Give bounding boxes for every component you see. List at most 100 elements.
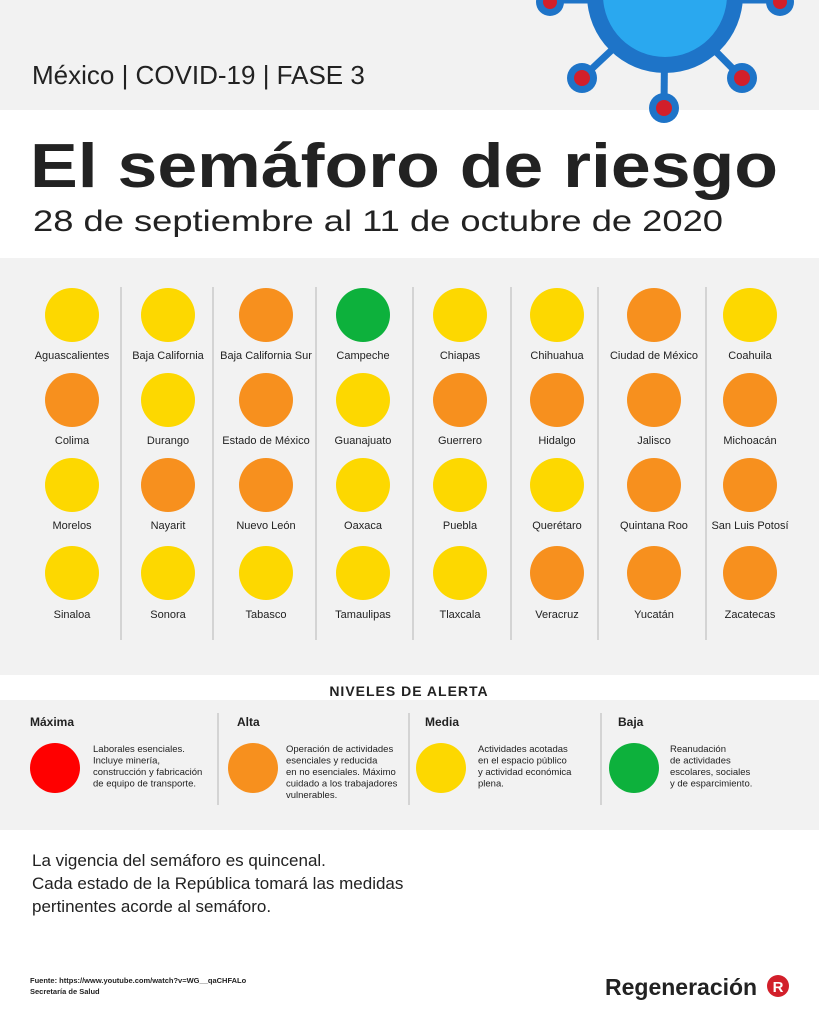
- state-name: Jalisco: [637, 435, 671, 447]
- state-light: [141, 288, 195, 342]
- state-name: Ciudad de México: [610, 350, 698, 362]
- level-name: Media: [425, 715, 459, 729]
- state-light: [141, 546, 195, 600]
- state-name: Veracruz: [535, 609, 578, 621]
- state-light: [723, 546, 777, 600]
- level-description: construcción y fabricación: [93, 767, 202, 778]
- state-light: [45, 373, 99, 427]
- brand-badge: [767, 975, 789, 997]
- state-light: [433, 546, 487, 600]
- state-name: Puebla: [443, 520, 478, 532]
- state-light: [627, 546, 681, 600]
- level-description: esenciales y reducida: [286, 756, 378, 767]
- state-light: [433, 373, 487, 427]
- state-light: [141, 373, 195, 427]
- level-description: cuidado a los trabajadores: [286, 779, 398, 790]
- state-name: Sinaloa: [54, 609, 92, 621]
- state-light: [627, 373, 681, 427]
- state-light: [723, 288, 777, 342]
- level-name: Alta: [237, 715, 260, 729]
- state-name: Tlaxcala: [440, 609, 482, 621]
- virus-icon: [536, 0, 794, 123]
- state-name: Sonora: [150, 609, 186, 621]
- state-name: Michoacán: [723, 435, 776, 447]
- state-name: Guanajuato: [335, 435, 392, 447]
- state-name: Durango: [147, 435, 189, 447]
- level-name: Baja: [618, 715, 644, 729]
- state-light: [239, 373, 293, 427]
- brand-mark: R: [773, 979, 784, 996]
- level-description: Actividades acotadas: [478, 744, 568, 755]
- state-name: Estado de México: [222, 435, 309, 447]
- state-name: Guerrero: [438, 435, 482, 447]
- level-description: Operación de actividades: [286, 744, 393, 755]
- level-description: y de esparcimiento.: [670, 779, 752, 790]
- state-name: Coahuila: [728, 350, 772, 362]
- state-name: Querétaro: [532, 520, 582, 532]
- level-light: [609, 743, 659, 793]
- state-light: [433, 288, 487, 342]
- state-name: Yucatán: [634, 609, 674, 621]
- state-light: [627, 288, 681, 342]
- level-light: [416, 743, 466, 793]
- level-description: escolares, sociales: [670, 767, 751, 778]
- level-light: [30, 743, 80, 793]
- state-name: Nayarit: [151, 520, 186, 532]
- source-line: Secretaría de Salud: [30, 987, 100, 996]
- state-light: [627, 458, 681, 512]
- state-name: Campeche: [336, 350, 389, 362]
- level-description: vulnerables.: [286, 790, 337, 801]
- state-light: [336, 458, 390, 512]
- level-description: Laborales esenciales.: [93, 744, 185, 755]
- level-name: Máxima: [30, 715, 74, 729]
- state-light: [530, 546, 584, 600]
- brand: Regeneración: [605, 974, 757, 1000]
- state-name: Chihuahua: [530, 350, 584, 362]
- level-description: de equipo de transporte.: [93, 779, 196, 790]
- level-description: Reanudación: [670, 744, 726, 755]
- note-line: Cada estado de la República tomará las m…: [32, 874, 403, 893]
- level-description: y actividad económica: [478, 767, 572, 778]
- legend: Máxima Laborales esenciales.Incluye miner…: [30, 713, 752, 805]
- state-light: [530, 373, 584, 427]
- state-light: [45, 458, 99, 512]
- legend-title: NIVELES DE ALERTA: [329, 683, 488, 699]
- note: La vigencia del semáforo es quincenal. Ca…: [32, 851, 403, 916]
- state-name: Morelos: [52, 520, 92, 532]
- level-description: en no esenciales. Máximo: [286, 767, 396, 778]
- state-name: Hidalgo: [538, 435, 575, 447]
- state-light: [45, 546, 99, 600]
- state-grid: Aguascalientes Baja California Baja Califo…: [35, 287, 789, 640]
- state-light: [530, 288, 584, 342]
- state-name: Colima: [55, 435, 90, 447]
- state-name: Chiapas: [440, 350, 481, 362]
- source-line: Fuente: https://www.youtube.com/watch?v=…: [30, 976, 247, 985]
- title: El semáforo de riesgo: [30, 132, 778, 201]
- state-light: [239, 288, 293, 342]
- state-light: [723, 373, 777, 427]
- state-light: [239, 546, 293, 600]
- state-name: Nuevo León: [236, 520, 295, 532]
- state-name: Tabasco: [246, 609, 287, 621]
- level-description: plena.: [478, 779, 504, 790]
- state-name: Tamaulipas: [335, 609, 391, 621]
- state-light: [530, 458, 584, 512]
- dates: 28 de septiembre al 11 de octubre de 202…: [33, 205, 723, 238]
- level-description: en el espacio público: [478, 756, 567, 767]
- state-name: Baja California Sur: [220, 350, 312, 362]
- state-name: San Luis Potosí: [711, 520, 788, 532]
- level-description: Incluye minería,: [93, 756, 160, 767]
- grid-band: [0, 258, 819, 675]
- state-light: [45, 288, 99, 342]
- state-light: [433, 458, 487, 512]
- state-light: [336, 373, 390, 427]
- state-name: Aguascalientes: [35, 350, 110, 362]
- state-light: [336, 288, 390, 342]
- level-light: [228, 743, 278, 793]
- note-line: La vigencia del semáforo es quincenal.: [32, 851, 326, 870]
- state-name: Baja California: [132, 350, 204, 362]
- source: Fuente: https://www.youtube.com/watch?v=…: [30, 976, 247, 996]
- state-light: [723, 458, 777, 512]
- state-light: [141, 458, 195, 512]
